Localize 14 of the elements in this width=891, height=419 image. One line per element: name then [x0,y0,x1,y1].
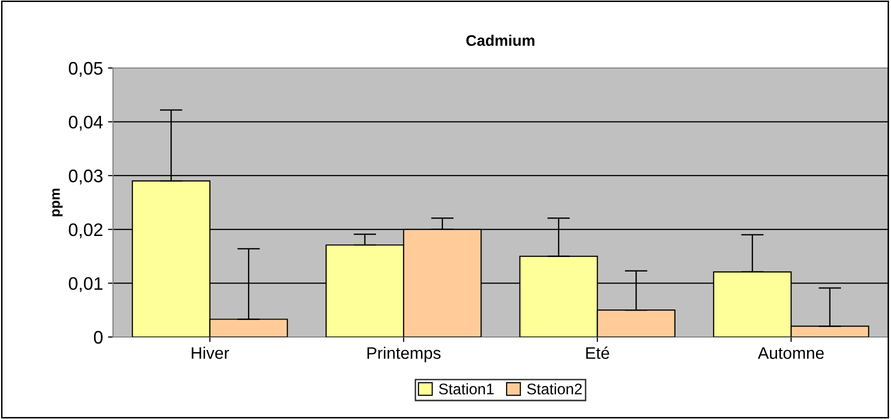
y-tick-label: 0 [94,330,103,344]
legend-label: Station2 [527,383,582,394]
chart-title: Cadmium [466,34,534,46]
legend-label: Station1 [439,383,494,394]
y-axis-title: ppm [52,188,63,216]
x-tick-label: Hiver [192,346,230,359]
x-tick-label: Printemps [367,346,441,362]
y-tick-label: 0,05 [68,62,103,77]
y-tick-label: 0,02 [68,223,102,238]
y-tick-label: 0,04 [68,116,103,131]
y-tick-label: 0,03 [68,170,102,184]
y-tick-label: 0,01 [68,277,102,292]
x-tick-label: Automne [758,347,824,359]
x-tick-label: Eté [586,346,610,359]
